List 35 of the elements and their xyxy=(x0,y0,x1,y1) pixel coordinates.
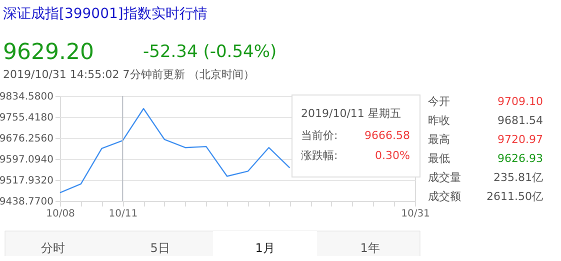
y-tick-label: 9597.0940 xyxy=(0,154,54,166)
text: 1年 xyxy=(360,241,380,255)
y-tick-label: 9834.5800 xyxy=(0,92,54,102)
text: 9629.20 xyxy=(3,40,94,65)
text: 今开 xyxy=(428,95,450,108)
text: 分时 xyxy=(41,241,65,255)
text: 5日 xyxy=(150,241,170,255)
text: 9720.97 xyxy=(498,133,543,146)
annotation: 0.30% xyxy=(375,149,410,162)
text: 9709.10 xyxy=(498,95,543,108)
text: 成交额 xyxy=(428,190,461,203)
text: 235.81亿 xyxy=(494,171,543,184)
annotation: 涨跌幅: xyxy=(301,149,338,162)
text: 2019/10/31 14:55:02 7分钟前更新 （北京时间） xyxy=(3,68,254,81)
text: 9626.93 xyxy=(498,152,543,165)
y-tick-label: 9755.4180 xyxy=(0,112,54,124)
x-tick-label: 10/31 xyxy=(401,208,430,220)
text: 昨收 xyxy=(428,114,450,127)
y-tick-label: 9676.2560 xyxy=(0,134,54,144)
text: 最低 xyxy=(428,152,450,165)
text: -52.34 (-0.54%) xyxy=(143,42,277,62)
annotation: 当前价: xyxy=(301,129,338,142)
annotation: 2019/10/11 星期五 xyxy=(301,107,401,120)
annotation: 9666.58 xyxy=(364,129,410,142)
text: 1月 xyxy=(255,241,275,255)
text: 成交量 xyxy=(428,171,461,184)
text: 2611.50亿 xyxy=(486,190,543,203)
x-tick-label: 10/08 xyxy=(46,208,75,220)
y-tick-label: 9517.9320 xyxy=(0,176,54,186)
y-tick-label: 9438.7700 xyxy=(0,196,54,208)
line-series xyxy=(59,108,290,194)
text: 最高 xyxy=(428,133,450,146)
text: 9681.54 xyxy=(498,114,543,127)
chart-title: 深证成指[399001]指数实时行情 xyxy=(3,6,208,22)
x-tick-label: 10/11 xyxy=(108,208,138,220)
